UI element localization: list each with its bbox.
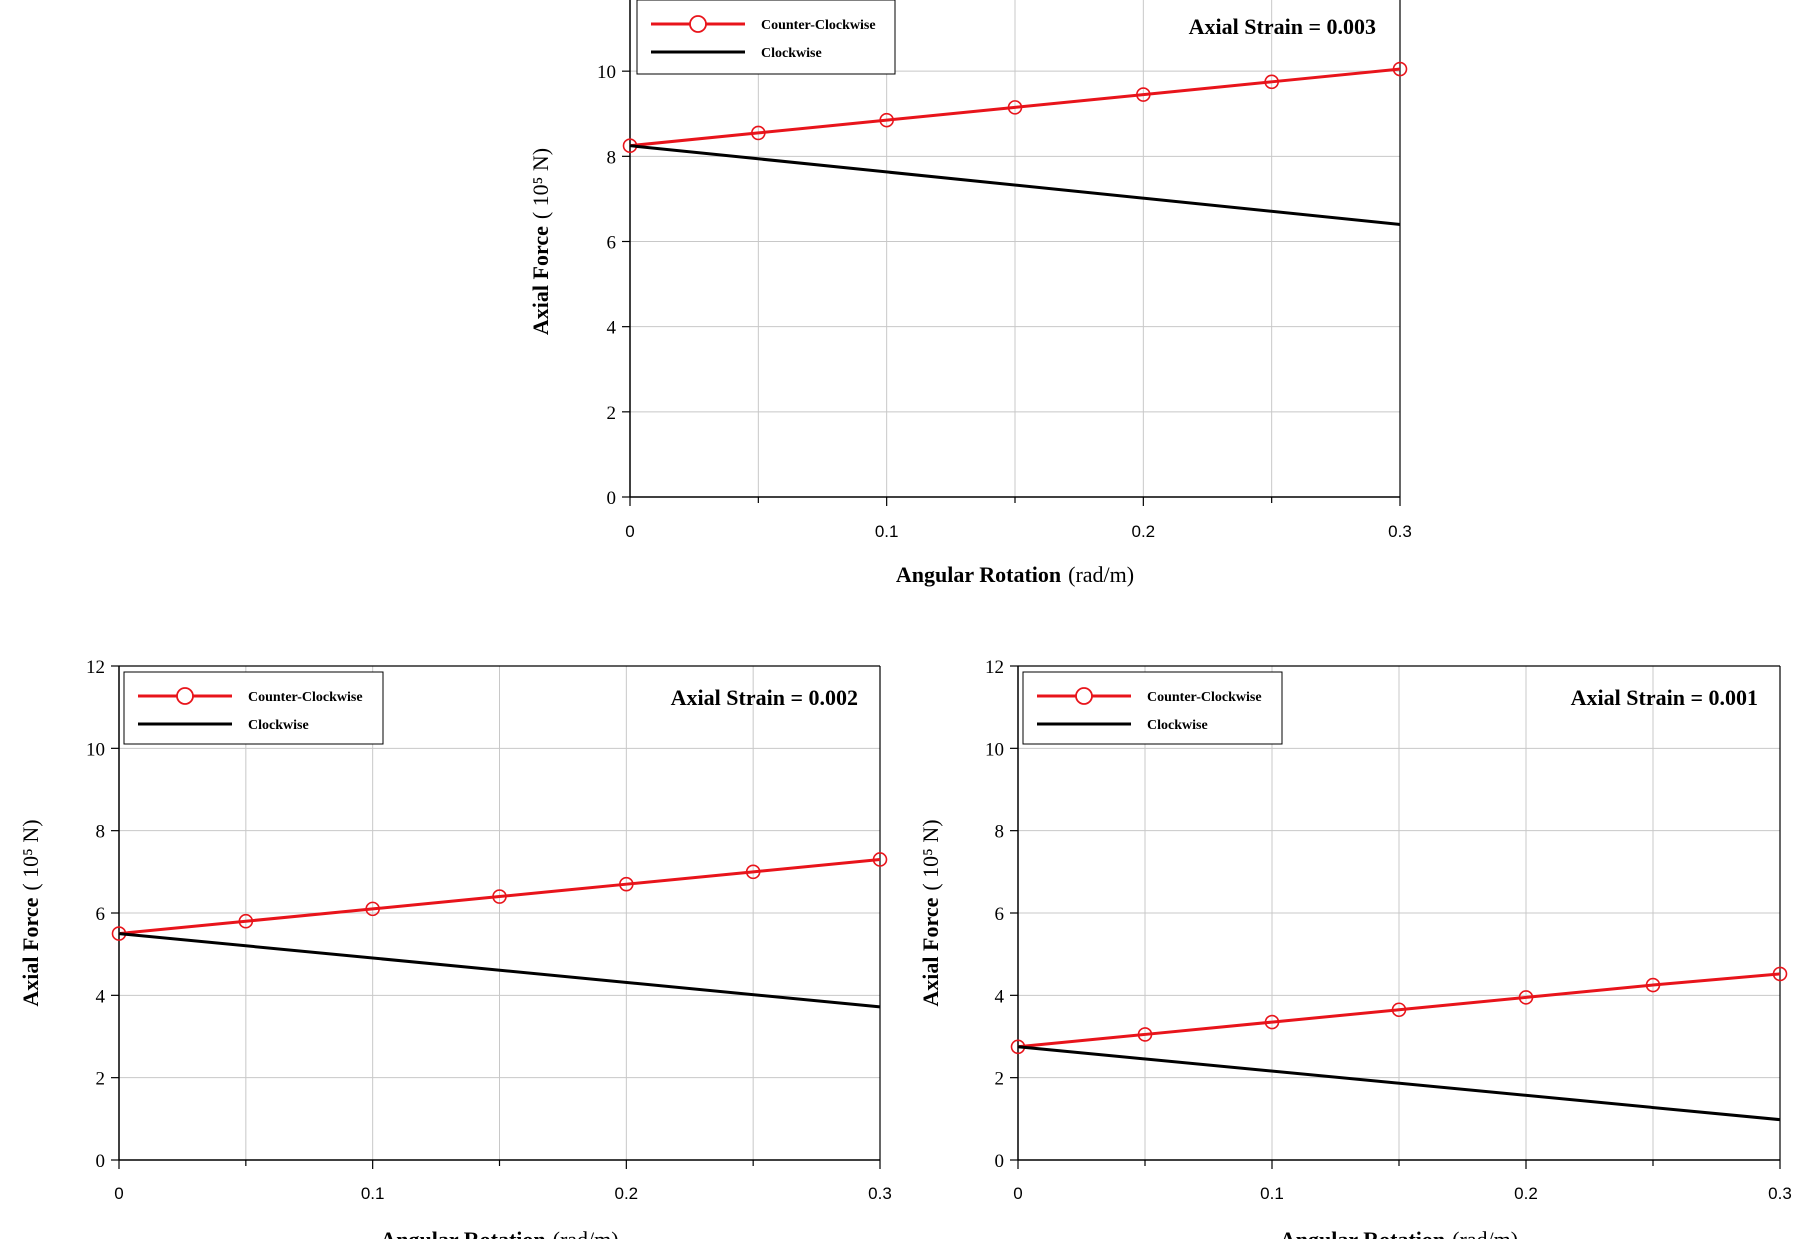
data-point-counter-clockwise	[492, 889, 507, 904]
y-tick-label: 0	[96, 1151, 106, 1172]
series-line-clockwise	[118, 932, 881, 1009]
legend-box	[1022, 671, 1283, 745]
legend-label-counter-clockwise: Counter-Clockwise	[1147, 690, 1262, 705]
y-axis-title: Axial Force ( 10⁵ N)	[918, 819, 943, 1006]
x-axis-title-unit: (rad/m)	[553, 1227, 619, 1239]
legend-box	[123, 671, 384, 745]
data-point-counter-clockwise	[1264, 74, 1279, 90]
x-axis-title: Angular Rotation (rad/m)	[380, 1227, 618, 1239]
x-tick-label: 0.1	[1260, 1184, 1284, 1203]
data-point-counter-clockwise	[1136, 87, 1151, 102]
y-tick-label: 2	[96, 1069, 106, 1090]
x-tick-label: 0.1	[875, 522, 899, 541]
y-tick-label: 6	[96, 904, 106, 925]
y-axis-title-unit: ( 10⁵ N)	[918, 819, 943, 890]
data-point-counter-clockwise	[745, 864, 761, 880]
y-tick-label: 8	[96, 822, 106, 843]
y-tick-label: 12	[985, 657, 1004, 678]
chart-panel-1: 0 0.1 0.2 0.3 0 2 4 6 8 10 Angular Rotation (rad/m)…	[528, 0, 1412, 587]
y-axis-title-main: Axial Force	[918, 897, 943, 1006]
legend-label-clockwise: Clockwise	[761, 46, 822, 61]
data-point-counter-clockwise	[1264, 1014, 1280, 1030]
data-point-counter-clockwise	[1007, 100, 1023, 115]
data-point-counter-clockwise	[1518, 990, 1534, 1005]
legend: Counter-Clockwise Clockwise	[123, 671, 384, 745]
x-tick-label: 0	[1013, 1184, 1022, 1203]
x-tick-label: 0.2	[1514, 1184, 1538, 1203]
x-axis-title-main: Angular Rotation	[380, 1227, 545, 1239]
x-axis-title: Angular Rotation (rad/m)	[896, 562, 1134, 587]
y-tick-label: 12	[86, 657, 105, 678]
legend-label-clockwise: Clockwise	[248, 718, 309, 733]
chart-panel-2: 0 0.1 0.2 0.3 0 2 4 6 8 10 12 Angular Rotation (rad/…	[18, 657, 892, 1239]
y-axis-title-unit: ( 10⁵ N)	[18, 819, 43, 890]
chart-panel-3: 0 0.1 0.2 0.3 0 2 4 6 8 10 12 Angular Rotation (rad/…	[918, 657, 1792, 1239]
legend-label-counter-clockwise: Counter-Clockwise	[761, 18, 876, 33]
legend-marker-counter-clockwise	[1075, 687, 1093, 705]
legend: Counter-Clockwise Clockwise	[1022, 671, 1283, 745]
data-point-counter-clockwise	[1137, 1027, 1153, 1042]
y-axis-title: Axial Force ( 10⁵ N)	[528, 148, 553, 335]
axial-strain-annotation: Axial Strain = 0.001	[1571, 685, 1758, 710]
x-axis-title-unit: (rad/m)	[1452, 1227, 1518, 1239]
data-point-counter-clockwise	[238, 913, 254, 929]
y-tick-label: 6	[995, 904, 1005, 925]
grid	[630, 0, 1400, 497]
legend-label-counter-clockwise: Counter-Clockwise	[248, 690, 363, 705]
legend-box	[636, 0, 896, 75]
y-tick-label: 6	[607, 233, 617, 254]
y-tick-label: 2	[995, 1069, 1005, 1090]
x-tick-label: 0	[114, 1184, 123, 1203]
y-tick-label: 8	[995, 822, 1005, 843]
y-tick-label: 4	[995, 986, 1005, 1007]
y-tick-label: 10	[86, 739, 105, 760]
y-tick-label: 0	[607, 488, 617, 509]
x-tick-label: 0.2	[615, 1184, 639, 1203]
x-axis-title-main: Angular Rotation	[896, 562, 1061, 587]
y-tick-label: 0	[995, 1151, 1005, 1172]
legend-label-clockwise: Clockwise	[1147, 718, 1208, 733]
y-tick-label: 8	[607, 147, 617, 168]
x-axis-title-main: Angular Rotation	[1280, 1227, 1445, 1239]
legend-marker-counter-clockwise	[176, 687, 194, 705]
data-point-counter-clockwise	[1772, 966, 1788, 982]
series-line-counter-clockwise	[118, 857, 881, 936]
legend: Counter-Clockwise Clockwise	[636, 0, 896, 75]
axial-strain-annotation: Axial Strain = 0.002	[671, 685, 858, 710]
axial-strain-annotation: Axial Strain = 0.003	[1189, 14, 1376, 39]
y-tick-label: 2	[607, 403, 617, 424]
series-line-counter-clockwise	[1017, 972, 1781, 1049]
x-tick-label: 0.3	[1388, 522, 1412, 541]
series-line-clockwise	[1017, 1045, 1781, 1122]
series-line-clockwise	[629, 144, 1401, 226]
y-tick-label: 10	[985, 739, 1004, 760]
data-point-counter-clockwise	[1645, 977, 1661, 993]
y-axis-title-main: Axial Force	[18, 897, 43, 1006]
y-tick-label: 4	[607, 318, 617, 339]
data-point-counter-clockwise	[619, 876, 634, 892]
data-point-counter-clockwise	[1391, 1002, 1407, 1018]
y-axis-title: Axial Force ( 10⁵ N)	[18, 819, 43, 1006]
data-point-counter-clockwise	[751, 125, 766, 141]
x-tick-label: 0	[625, 522, 634, 541]
x-tick-label: 0.3	[868, 1184, 892, 1203]
x-tick-label: 0.3	[1768, 1184, 1792, 1203]
x-axis-title-unit: (rad/m)	[1068, 562, 1134, 587]
y-axis-title-unit: ( 10⁵ N)	[528, 148, 553, 219]
y-axis-title-main: Axial Force	[528, 226, 553, 335]
x-tick-label: 0.1	[361, 1184, 385, 1203]
data-point-counter-clockwise	[879, 112, 894, 128]
data-point-counter-clockwise	[1392, 61, 1408, 77]
x-axis-title: Angular Rotation (rad/m)	[1280, 1227, 1518, 1239]
data-point-counter-clockwise	[365, 901, 380, 917]
y-tick-label: 10	[597, 62, 616, 83]
y-tick-label: 4	[96, 986, 106, 1007]
data-point-counter-clockwise	[872, 852, 888, 867]
series-line-counter-clockwise	[629, 67, 1401, 148]
legend-marker-counter-clockwise	[689, 15, 707, 33]
x-tick-label: 0.2	[1132, 522, 1156, 541]
